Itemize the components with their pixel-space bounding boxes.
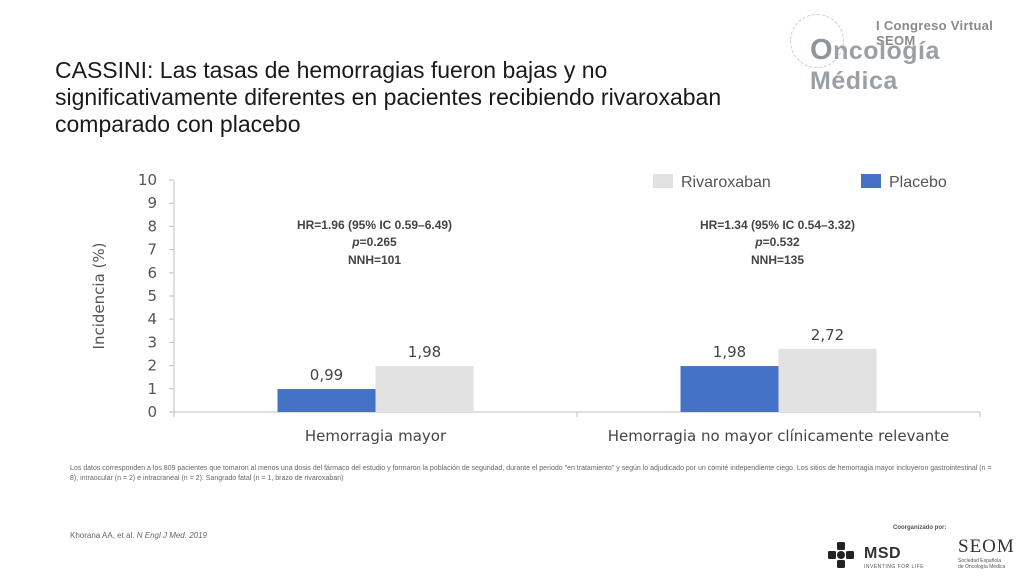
msd-tagline: INVENTING FOR LIFE xyxy=(864,564,925,570)
bar-value-label: 2,72 xyxy=(811,326,844,344)
bar-value-label: 1,98 xyxy=(408,343,441,361)
y-tick-label: 0 xyxy=(147,403,157,421)
msd-wordmark: MSD xyxy=(864,545,902,562)
bar-placebo xyxy=(277,389,376,412)
legend-swatch-placebo xyxy=(861,174,881,188)
y-tick-label: 7 xyxy=(147,241,157,259)
reference: Khorana AA, et al. N Engl J Med. 2019 xyxy=(70,531,207,540)
y-tick-label: 10 xyxy=(138,171,157,189)
bar-rivaroxaban xyxy=(375,366,474,412)
x-category-label: Hemorragia no mayor clínicamente relevan… xyxy=(608,427,950,445)
y-axis-label: Incidencia (%) xyxy=(90,243,108,350)
seom-logo: SEOM Sociedad Española de Oncología Médi… xyxy=(958,536,1022,570)
seom-subtitle-1: Sociedad Española xyxy=(958,558,1002,564)
y-tick-label: 8 xyxy=(147,217,157,235)
bar-chart: 0 1 2 3 4 5 6 7 8 9 10 Incidencia (%) Hemorragia may… xyxy=(90,171,981,445)
nnh-annotation: NNH=135 xyxy=(751,253,804,267)
hr-annotation: HR=1.96 (95% IC 0.59–6.49) xyxy=(297,218,452,232)
y-tick-label: 5 xyxy=(147,287,157,305)
legend-label-rivaroxaban: Rivaroxaban xyxy=(681,174,771,191)
bar-placebo xyxy=(680,366,779,412)
organized-by-label: Coorganizado por: xyxy=(893,525,947,531)
legend-label-placebo: Placebo xyxy=(889,174,947,191)
msd-mark-icon xyxy=(828,542,854,568)
y-tick-label: 3 xyxy=(147,333,157,351)
seom-subtitle-2: de Oncología Médica xyxy=(958,564,1006,570)
msd-logo: MSD INVENTING FOR LIFE xyxy=(828,540,938,574)
congress-logo: I Congreso Virtual SEOM Oncología Médica xyxy=(790,12,1020,95)
y-tick-label: 2 xyxy=(147,357,157,375)
p-value-annotation: p=0.265 xyxy=(351,235,397,249)
x-category-label: Hemorragia mayor xyxy=(305,427,447,445)
footnote: Los datos corresponden a los 809 pacient… xyxy=(70,465,992,482)
hr-annotation: HR=1.34 (95% IC 0.54–3.32) xyxy=(700,218,855,232)
seom-wordmark: SEOM xyxy=(958,536,1015,557)
bar-value-label: 1,98 xyxy=(713,343,746,361)
y-tick-label: 4 xyxy=(147,310,157,328)
y-tick-label: 9 xyxy=(147,194,157,212)
nnh-annotation: NNH=101 xyxy=(348,253,401,267)
y-tick-label: 6 xyxy=(147,264,157,282)
congress-subtitle: Oncología Médica xyxy=(810,34,940,95)
logo-ring xyxy=(790,14,844,68)
reference-journal: N Engl J Med. 2019 xyxy=(136,531,207,540)
legend-swatch-rivaroxaban xyxy=(653,174,673,188)
p-value-annotation: p=0.532 xyxy=(754,235,800,249)
y-tick-label: 1 xyxy=(147,380,157,398)
slide-title: CASSINI: Las tasas de hemorragias fueron… xyxy=(55,57,722,137)
congress-name: I Congreso Virtual SEOM xyxy=(876,18,994,48)
reference-authors: Khorana AA, et al. xyxy=(70,531,135,540)
bar-value-label: 0,99 xyxy=(310,366,343,384)
bar-rivaroxaban xyxy=(778,348,877,412)
